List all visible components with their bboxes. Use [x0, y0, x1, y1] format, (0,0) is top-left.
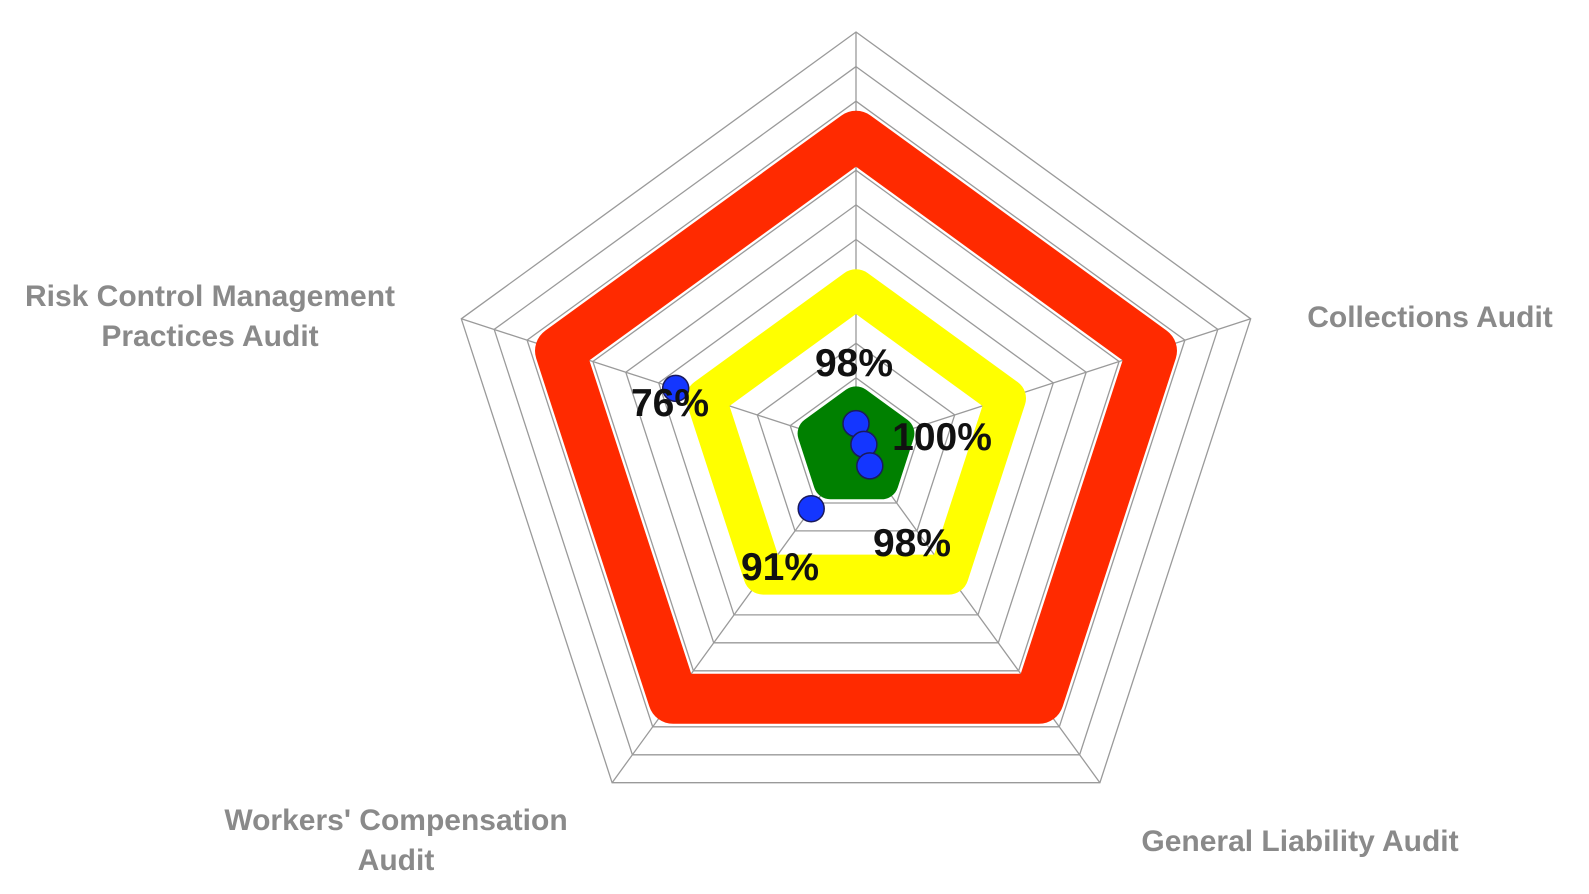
- data-label: 98%: [815, 342, 893, 385]
- band-ring: [535, 110, 1177, 724]
- data-label: 91%: [741, 546, 819, 589]
- axis-label: Audit: [358, 844, 435, 877]
- data-label: 76%: [631, 382, 709, 425]
- data-point: [661, 374, 690, 403]
- grid-spoke: [855, 446, 1101, 784]
- band-ring: [686, 269, 1026, 595]
- grid-spoke: [461, 318, 857, 448]
- grid-ring: [493, 65, 1219, 756]
- grid-ring: [526, 100, 1186, 728]
- grid-ring: [460, 31, 1252, 784]
- axis-label: Workers' Compensation: [224, 804, 567, 837]
- axis-label: Collections Audit: [1307, 301, 1553, 334]
- grid-spoke: [855, 318, 1251, 448]
- grid-ring: [625, 204, 1087, 644]
- data-label: 100%: [892, 416, 992, 459]
- grid-ring: [657, 238, 1055, 616]
- axis-label: Practices Audit: [101, 320, 318, 353]
- data-label: 98%: [873, 522, 951, 565]
- grid-ring: [789, 376, 923, 504]
- axis-label: General Liability Audit: [1141, 825, 1458, 858]
- data-point: [856, 452, 884, 480]
- axis-label: Risk Control Management: [25, 280, 395, 313]
- data-point: [797, 494, 825, 523]
- grid-ring: [592, 169, 1120, 672]
- grid-ring: [756, 342, 956, 532]
